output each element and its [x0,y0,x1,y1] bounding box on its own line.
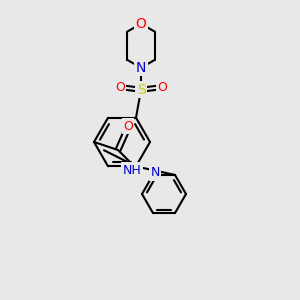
Text: O: O [123,119,133,133]
Text: O: O [136,17,146,31]
Text: N: N [150,167,160,179]
Text: O: O [115,81,125,94]
Text: NH: NH [123,164,141,176]
Text: N: N [136,61,146,75]
Text: S: S [136,83,146,97]
Text: O: O [157,81,167,94]
